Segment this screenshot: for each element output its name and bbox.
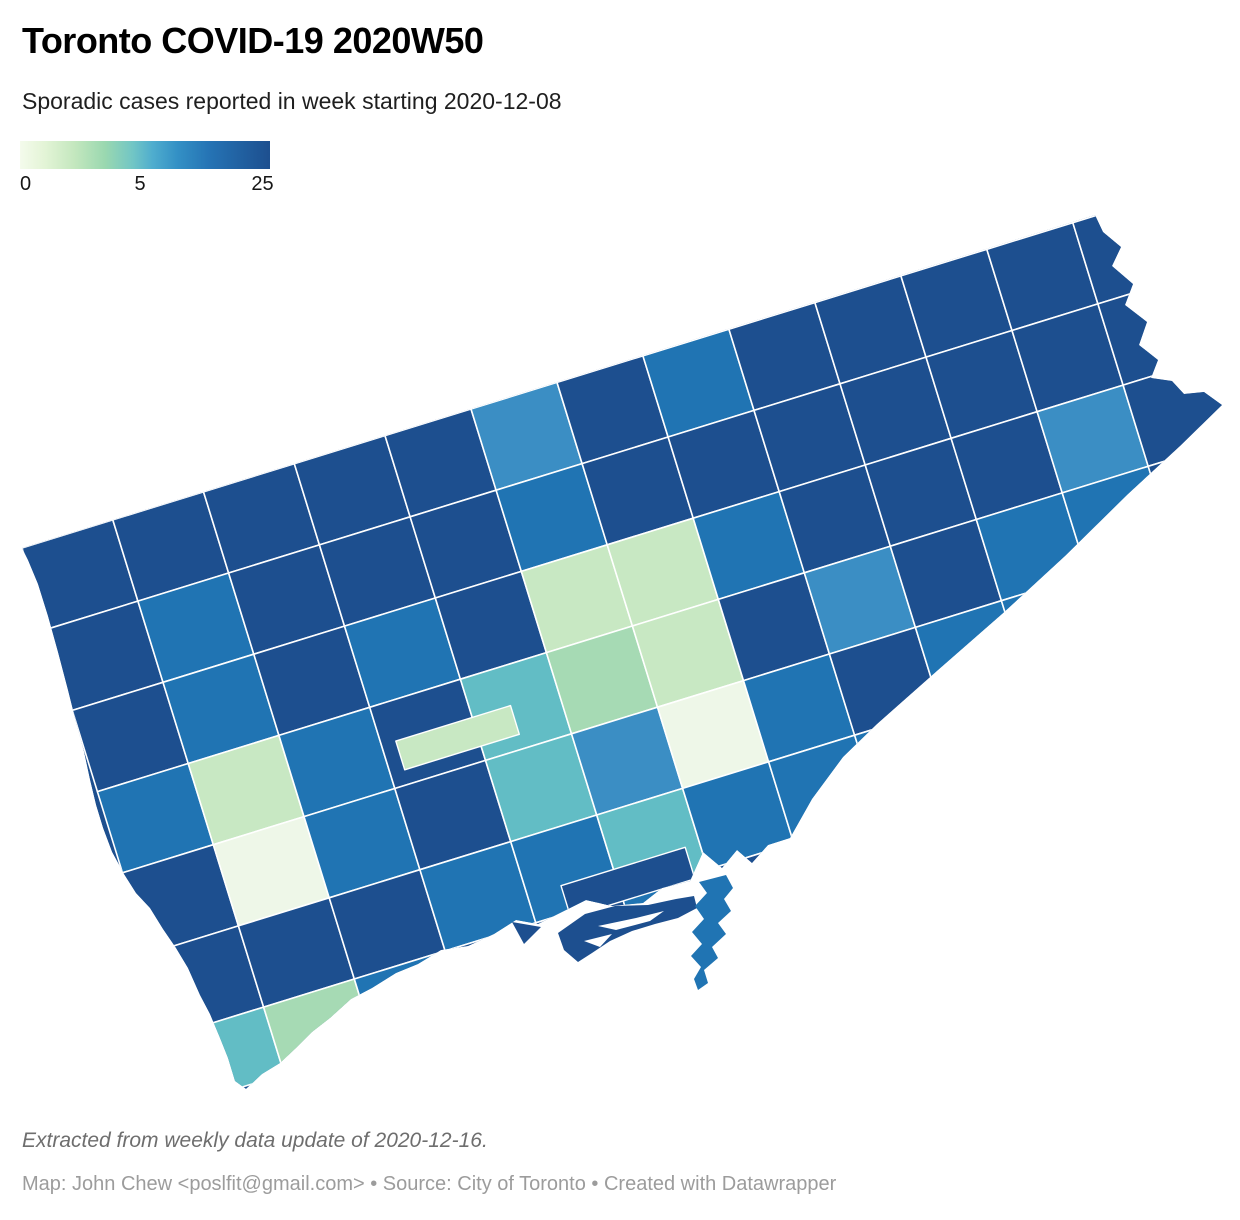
- map-subtitle: Sporadic cases reported in week starting…: [22, 88, 562, 114]
- legend-tick-mid: 5: [134, 173, 146, 195]
- legend-gradient-bar: [20, 141, 270, 169]
- legend-ticks: 0 5 25: [20, 173, 274, 197]
- color-legend: 0 5 25: [20, 141, 274, 197]
- legend-tick-min: 0: [20, 173, 32, 195]
- footer-note: Extracted from weekly data update of 202…: [22, 1129, 488, 1152]
- page-title: Toronto COVID-19 2020W50: [22, 20, 484, 61]
- legend-tick-max: 25: [251, 173, 274, 195]
- attribution-line: Map: John Chew <poslfit@gmail.com> • Sou…: [22, 1173, 837, 1195]
